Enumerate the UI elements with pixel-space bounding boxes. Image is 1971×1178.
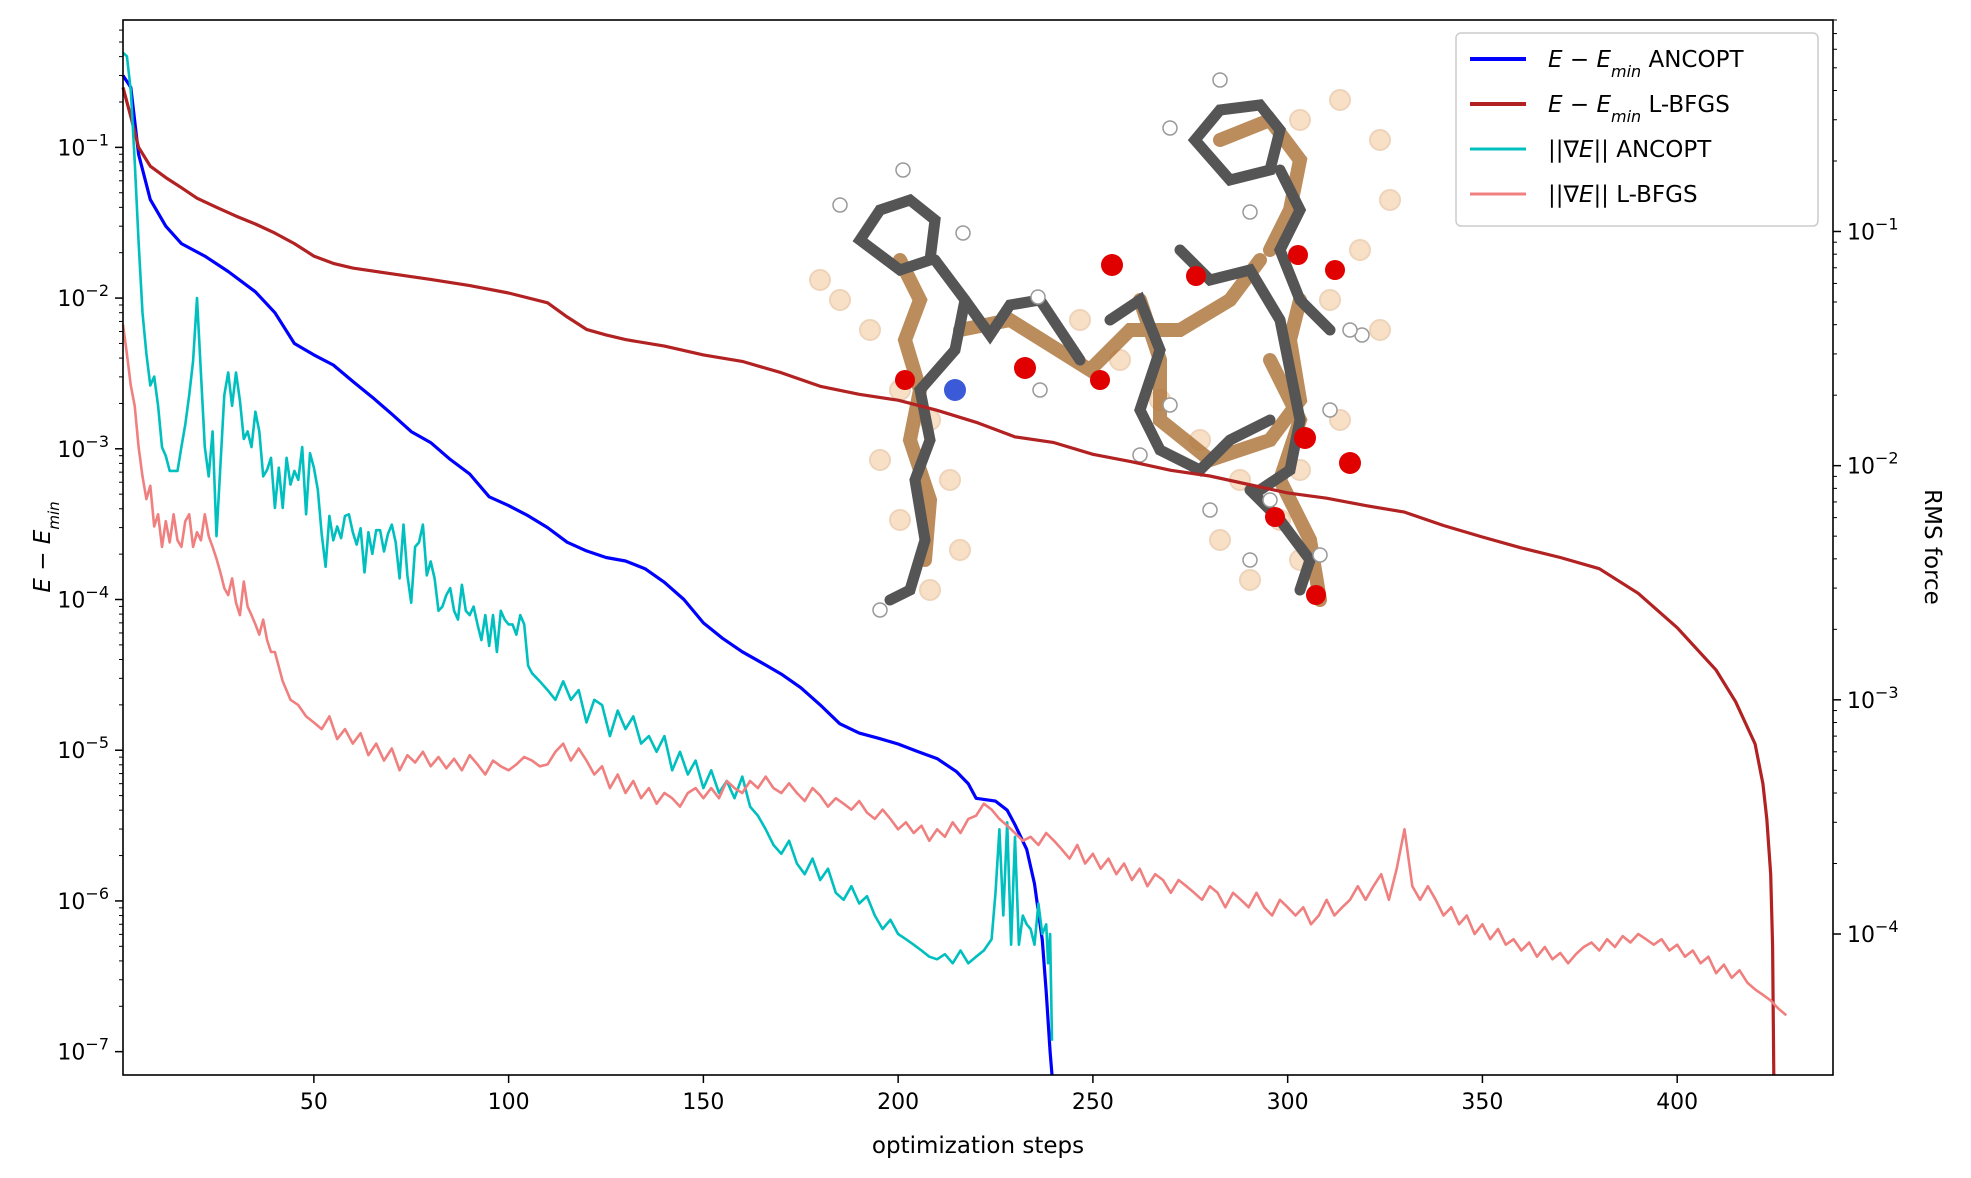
y-axis-right-ticks: 10−1 10−2 10−3 10−4 <box>1833 19 1899 948</box>
y-tick-label: 10−4 <box>57 583 109 614</box>
y-tick-label: 10−1 <box>57 130 109 161</box>
legend-label: E − Emin ANCOPT <box>1548 47 1744 81</box>
legend-entry-ancopt-gradient: ||∇E|| ANCOPT <box>1470 137 1712 163</box>
series-layer <box>121 51 1788 1076</box>
series-line-4 <box>121 324 1788 1017</box>
series-line-2 <box>121 86 1776 1076</box>
y-tick-label: 10−2 <box>57 281 109 312</box>
molecule-overlay <box>809 72 1401 618</box>
y-axis-left-label: E − Emin <box>30 501 63 592</box>
plot-frame <box>122 19 1834 1076</box>
x-tick-label: 400 <box>1656 1090 1698 1115</box>
legend-entry-lbfgs-energy: E − Emin L-BFGS <box>1470 92 1730 126</box>
legend-label: E − Emin L-BFGS <box>1548 92 1730 126</box>
legend-label: ||∇E|| ANCOPT <box>1548 137 1712 163</box>
legend-label: ||∇E|| L-BFGS <box>1548 182 1698 208</box>
x-tick-label: 300 <box>1267 1090 1309 1115</box>
legend-entry-ancopt-energy: E − Emin ANCOPT <box>1470 47 1744 81</box>
y-tick-label: 10−6 <box>57 884 109 915</box>
legend-entry-lbfgs-gradient: ||∇E|| L-BFGS <box>1470 182 1698 208</box>
svg-text:E − Emin: E − Emin <box>30 501 63 592</box>
y-tick-label: 10−7 <box>57 1035 109 1066</box>
y-tick-label: 10−2 <box>1847 449 1899 480</box>
series-line-1 <box>121 74 1054 1076</box>
y-tick-label: 10−5 <box>57 733 109 764</box>
legend: E − Emin ANCOPT E − Emin L-BFGS ||∇E|| A… <box>1455 32 1819 227</box>
x-tick-label: 100 <box>488 1090 530 1115</box>
y-tick-label: 10−3 <box>57 432 109 463</box>
x-tick-label: 250 <box>1072 1090 1114 1115</box>
x-tick-label: 350 <box>1461 1090 1503 1115</box>
x-tick-label: 150 <box>682 1090 724 1115</box>
x-axis-label: optimization steps <box>872 1133 1084 1159</box>
series-line-3 <box>122 51 1054 1041</box>
legend-box <box>1455 32 1819 227</box>
y-axis-left-ticks: 10−1 10−2 10−3 10−4 10−5 10−6 10−7 <box>57 29 123 1066</box>
y-axis-right-label: RMS force <box>1919 489 1945 605</box>
y-tick-label: 10−4 <box>1847 917 1899 948</box>
x-axis-ticks: 50 100 150 200 250 300 350 400 <box>300 1075 1698 1115</box>
y-tick-label: 10−1 <box>1847 214 1899 245</box>
x-tick-label: 50 <box>300 1090 328 1115</box>
x-tick-label: 200 <box>877 1090 919 1115</box>
y-tick-label: 10−3 <box>1847 683 1899 714</box>
